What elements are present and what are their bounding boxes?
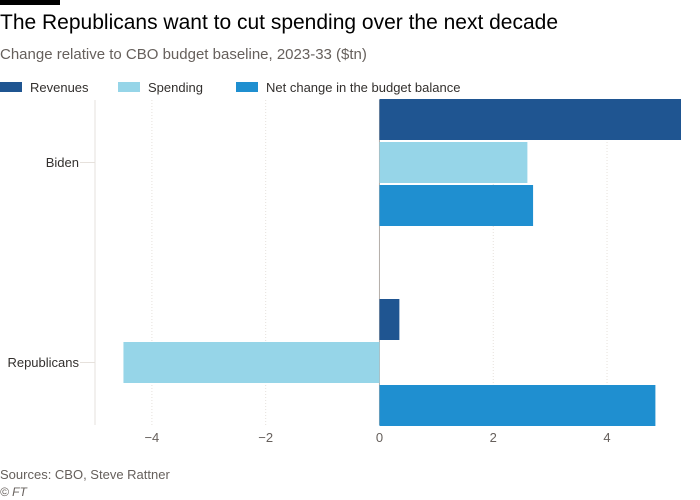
- legend-label-spending: Spending: [148, 79, 203, 95]
- bar-chart: −4 −2 0 2 4 Biden Republicans: [7, 99, 681, 445]
- legend-swatch-net-change: [236, 82, 258, 92]
- bar-republicans-revenues: [379, 299, 400, 340]
- x-tick-label: 4: [603, 430, 610, 445]
- bar-republicans-net: [379, 385, 656, 426]
- x-tick-label: −4: [144, 430, 159, 445]
- bar-biden-net: [379, 185, 534, 226]
- x-tick-label: −2: [258, 430, 273, 445]
- legend-item-net-change: Net change in the budget balance: [236, 78, 460, 96]
- chart-title: The Republicans want to cut spending ove…: [0, 11, 559, 34]
- bar-republicans-spending: [123, 342, 380, 383]
- legend-swatch-revenues: [0, 82, 22, 92]
- bar-biden-spending: [379, 142, 528, 183]
- legend-label-net-change: Net change in the budget balance: [266, 79, 461, 95]
- legend-label-revenues: Revenues: [30, 79, 89, 95]
- chart-source: Sources: CBO, Steve Rattner: [0, 467, 170, 482]
- legend-item-spending: Spending: [118, 78, 203, 96]
- y-category-label: Republicans: [7, 355, 79, 370]
- ft-credit: © FT: [0, 485, 27, 499]
- legend: Revenues Spending Net change in the budg…: [0, 78, 700, 96]
- x-tick-label: 0: [376, 430, 383, 445]
- ft-top-rule: [0, 0, 60, 5]
- chart-subtitle: Change relative to CBO budget baseline, …: [0, 46, 367, 63]
- y-category-label: Biden: [46, 155, 79, 170]
- legend-item-revenues: Revenues: [0, 78, 89, 96]
- bar-biden-revenues: [379, 99, 681, 140]
- x-tick-label: 2: [490, 430, 497, 445]
- legend-swatch-spending: [118, 82, 140, 92]
